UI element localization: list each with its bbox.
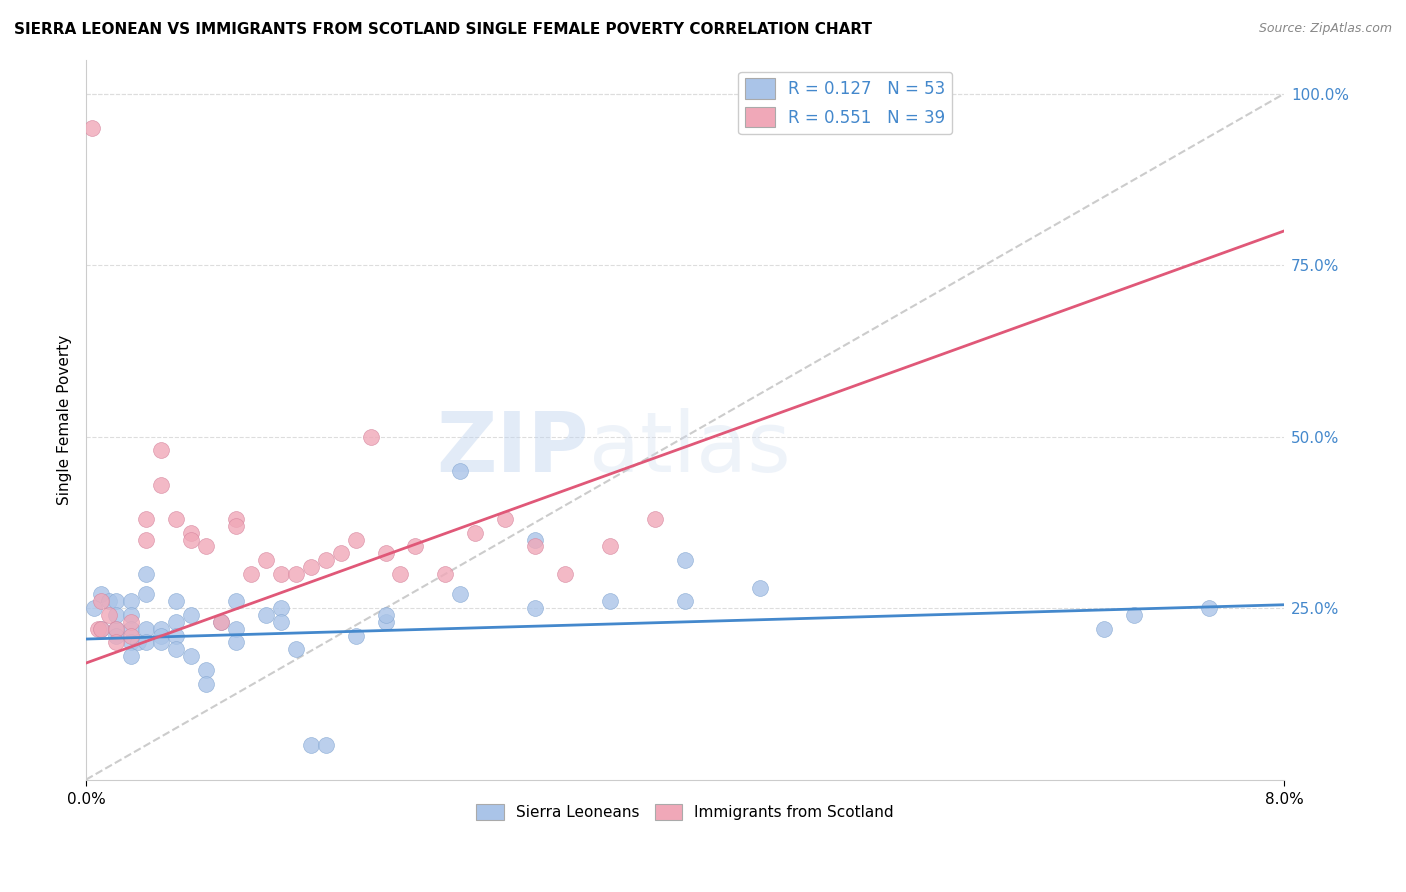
Point bbox=[209, 615, 232, 629]
Point bbox=[165, 594, 187, 608]
Point bbox=[599, 540, 621, 554]
Point bbox=[374, 607, 396, 622]
Point bbox=[644, 512, 666, 526]
Text: SIERRA LEONEAN VS IMMIGRANTS FROM SCOTLAND SINGLE FEMALE POVERTY CORRELATION CHA: SIERRA LEONEAN VS IMMIGRANTS FROM SCOTLA… bbox=[14, 22, 872, 37]
Text: atlas: atlas bbox=[589, 408, 792, 489]
Point bbox=[1123, 607, 1146, 622]
Point bbox=[254, 553, 277, 567]
Point bbox=[315, 739, 337, 753]
Point bbox=[180, 607, 202, 622]
Point bbox=[464, 525, 486, 540]
Point bbox=[165, 642, 187, 657]
Point bbox=[225, 519, 247, 533]
Point bbox=[90, 622, 112, 636]
Point bbox=[344, 629, 367, 643]
Point bbox=[127, 635, 149, 649]
Point bbox=[135, 566, 157, 581]
Point bbox=[404, 540, 426, 554]
Point bbox=[180, 649, 202, 664]
Point bbox=[97, 594, 120, 608]
Point bbox=[225, 512, 247, 526]
Point bbox=[254, 607, 277, 622]
Point bbox=[105, 607, 128, 622]
Point bbox=[149, 443, 172, 458]
Point bbox=[209, 615, 232, 629]
Point bbox=[673, 553, 696, 567]
Point bbox=[284, 566, 307, 581]
Point bbox=[360, 430, 382, 444]
Point bbox=[90, 587, 112, 601]
Point bbox=[270, 615, 292, 629]
Point bbox=[90, 622, 112, 636]
Point bbox=[374, 615, 396, 629]
Point bbox=[434, 566, 457, 581]
Point bbox=[748, 581, 770, 595]
Point bbox=[120, 635, 142, 649]
Point bbox=[149, 477, 172, 491]
Point bbox=[120, 594, 142, 608]
Point bbox=[599, 594, 621, 608]
Point bbox=[329, 546, 352, 560]
Point bbox=[1092, 622, 1115, 636]
Point bbox=[299, 739, 322, 753]
Text: ZIP: ZIP bbox=[437, 408, 589, 489]
Point bbox=[135, 622, 157, 636]
Point bbox=[105, 622, 128, 636]
Point bbox=[374, 546, 396, 560]
Point bbox=[270, 566, 292, 581]
Point bbox=[165, 512, 187, 526]
Point bbox=[389, 566, 412, 581]
Point bbox=[105, 629, 128, 643]
Point bbox=[135, 533, 157, 547]
Point bbox=[135, 587, 157, 601]
Point bbox=[105, 622, 128, 636]
Point bbox=[494, 512, 516, 526]
Point bbox=[97, 607, 120, 622]
Point bbox=[135, 512, 157, 526]
Point bbox=[165, 615, 187, 629]
Point bbox=[105, 635, 128, 649]
Point bbox=[120, 629, 142, 643]
Point bbox=[120, 622, 142, 636]
Point bbox=[194, 540, 217, 554]
Text: Source: ZipAtlas.com: Source: ZipAtlas.com bbox=[1258, 22, 1392, 36]
Point bbox=[524, 533, 547, 547]
Legend: Sierra Leoneans, Immigrants from Scotland: Sierra Leoneans, Immigrants from Scotlan… bbox=[470, 797, 900, 826]
Point bbox=[554, 566, 576, 581]
Point bbox=[270, 601, 292, 615]
Point bbox=[120, 615, 142, 629]
Point bbox=[149, 622, 172, 636]
Point bbox=[673, 594, 696, 608]
Point bbox=[194, 663, 217, 677]
Point bbox=[239, 566, 262, 581]
Point bbox=[225, 622, 247, 636]
Point bbox=[524, 601, 547, 615]
Point bbox=[105, 594, 128, 608]
Point bbox=[87, 622, 110, 636]
Point bbox=[180, 533, 202, 547]
Point bbox=[299, 560, 322, 574]
Point bbox=[194, 676, 217, 690]
Point bbox=[120, 649, 142, 664]
Point bbox=[83, 601, 105, 615]
Point bbox=[284, 642, 307, 657]
Point bbox=[344, 533, 367, 547]
Point bbox=[225, 635, 247, 649]
Point bbox=[315, 553, 337, 567]
Point bbox=[449, 464, 471, 478]
Point bbox=[80, 121, 103, 136]
Point bbox=[149, 629, 172, 643]
Point bbox=[90, 594, 112, 608]
Point bbox=[149, 635, 172, 649]
Point bbox=[449, 587, 471, 601]
Point bbox=[1198, 601, 1220, 615]
Point bbox=[225, 594, 247, 608]
Point bbox=[120, 607, 142, 622]
Point bbox=[165, 629, 187, 643]
Point bbox=[524, 540, 547, 554]
Point bbox=[180, 525, 202, 540]
Point bbox=[135, 635, 157, 649]
Y-axis label: Single Female Poverty: Single Female Poverty bbox=[58, 334, 72, 505]
